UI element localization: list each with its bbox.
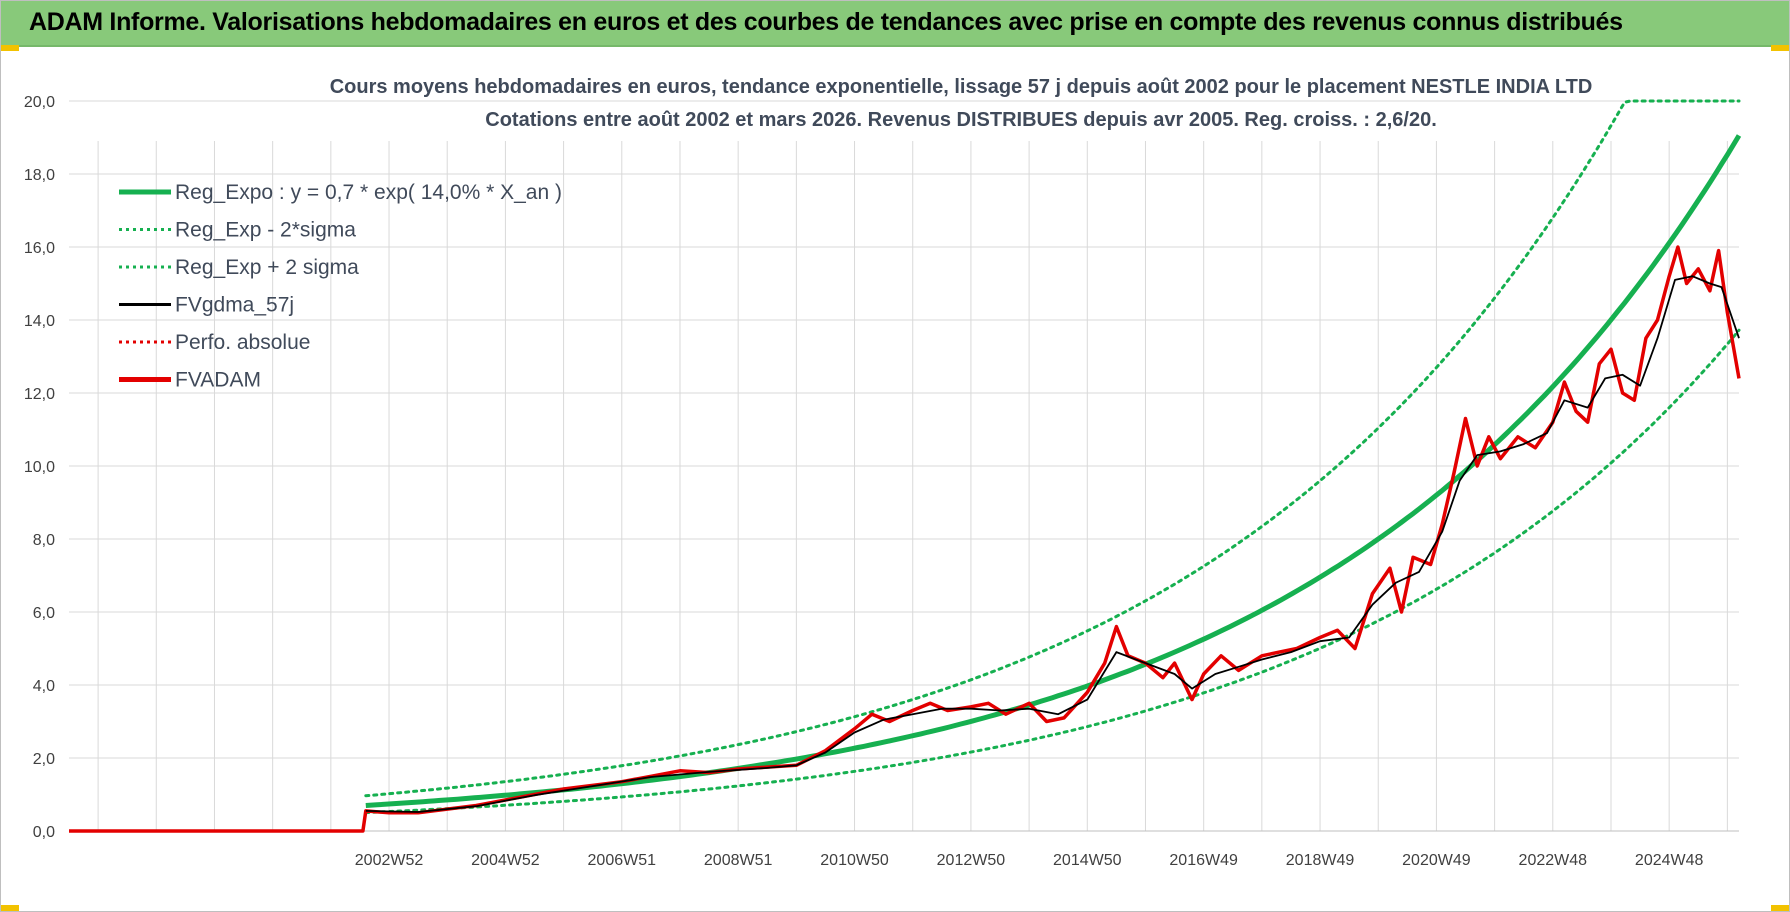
legend: Reg_Expo : y = 0,7 * exp( 14,0% * X_an )…	[119, 181, 562, 392]
x-tick-label: 2018W49	[1286, 852, 1355, 869]
report-title: ADAM Informe. Valorisations hebdomadaire…	[29, 8, 1623, 36]
series	[69, 99, 1742, 833]
x-tick-label: 2006W51	[588, 852, 657, 869]
y-tick-label: 10,0	[24, 459, 55, 476]
legend-label: Reg_Expo : y = 0,7 * exp( 14,0% * X_an )	[175, 181, 562, 204]
y-tick-label: 14,0	[24, 313, 55, 330]
y-tick-label: 2,0	[33, 751, 55, 768]
legend-label: FVADAM	[175, 369, 261, 392]
x-tick-label: 2024W48	[1635, 852, 1704, 869]
y-tick-label: 6,0	[33, 605, 55, 622]
series-reg-exp-minus-2-sigma	[364, 328, 1741, 815]
y-tick-label: 16,0	[24, 240, 55, 257]
x-tick-label: 2014W50	[1053, 852, 1122, 869]
corner-mark-bottom-right	[1771, 905, 1789, 911]
series-reg-exp-plus-2-sigma	[364, 99, 1741, 798]
x-tick-label: 2016W49	[1169, 852, 1238, 869]
report-header: ADAM Informe. Valorisations hebdomadaire…	[1, 1, 1789, 47]
chart-title: Cours moyens hebdomadaires en euros, ten…	[330, 76, 1593, 131]
x-tick-label: 2004W52	[471, 852, 540, 869]
legend-label: Reg_Exp + 2 sigma	[175, 256, 359, 279]
axes: 0,0 2,0 4,0 6,0 8,0 10,0 12,0 14,0 16,0 18,0 20,0 2…	[24, 94, 1739, 869]
x-tick-label: 2010W50	[820, 852, 889, 869]
legend-label: FVgdma_57j	[175, 294, 294, 317]
grid	[69, 100, 1739, 832]
chart-title-line2: Cotations entre août 2002 et mars 2026. …	[485, 109, 1437, 131]
series-reg-expo	[365, 134, 1742, 808]
corner-mark-top-right	[1771, 45, 1789, 51]
legend-label: Reg_Exp - 2*sigma	[175, 219, 356, 242]
corner-mark-bottom-left	[1, 905, 19, 911]
y-tick-label: 8,0	[33, 532, 55, 549]
legend-label: Perfo. absolue	[175, 331, 310, 354]
series-fvadam	[69, 245, 1741, 833]
y-tick-label: 0,0	[33, 824, 55, 841]
y-tick-label: 12,0	[24, 386, 55, 403]
y-tick-label: 20,0	[24, 94, 55, 111]
y-tick-label: 4,0	[33, 678, 55, 695]
x-tick-label: 2008W51	[704, 852, 773, 869]
x-tick-label: 2020W49	[1402, 852, 1471, 869]
corner-mark-top-left	[1, 45, 19, 51]
x-tick-label: 2002W52	[355, 852, 424, 869]
x-tick-label: 2022W48	[1519, 852, 1588, 869]
series-fvgdma-57j	[365, 275, 1740, 813]
x-tick-label: 2012W50	[937, 852, 1006, 869]
chart-title-line1: Cours moyens hebdomadaires en euros, ten…	[330, 76, 1593, 98]
y-tick-label: 18,0	[24, 167, 55, 184]
